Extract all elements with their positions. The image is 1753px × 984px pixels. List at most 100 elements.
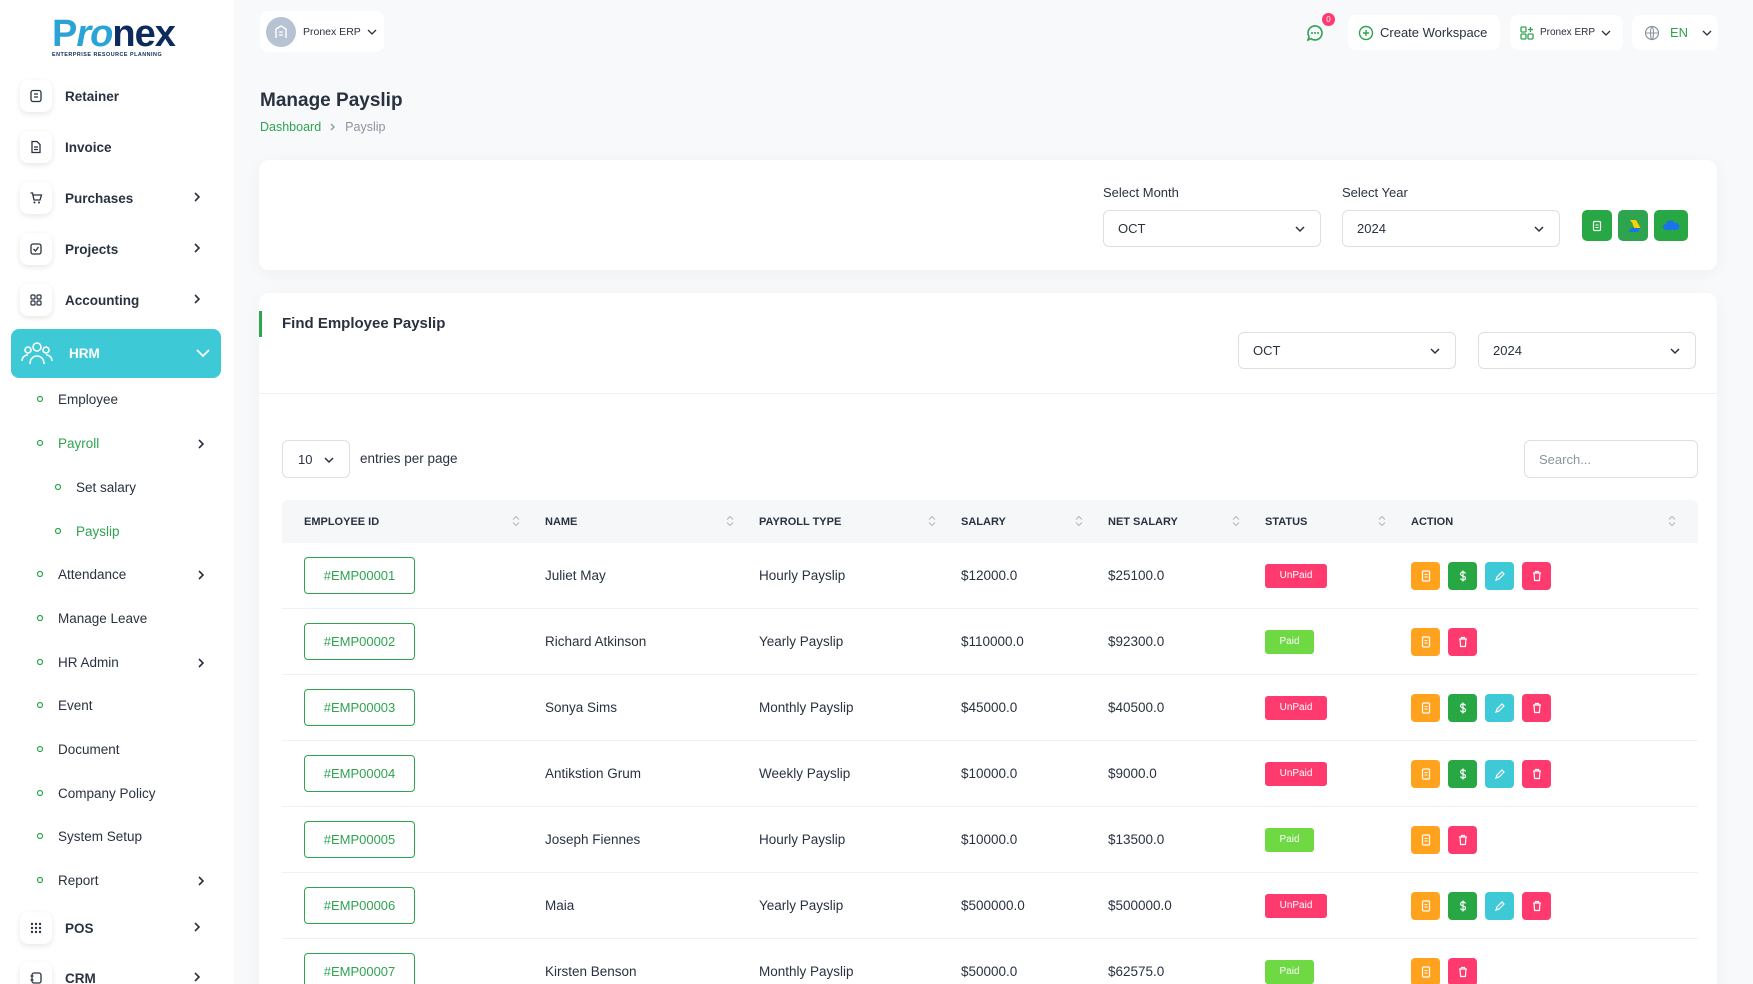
entries-per-page-select[interactable]: 10 bbox=[282, 440, 350, 478]
sidebar-item-purchases[interactable]: Purchases bbox=[20, 178, 216, 218]
sidebar-item-hr-admin[interactable]: HR Admin bbox=[36, 647, 206, 677]
view-payslip-button[interactable] bbox=[1411, 627, 1440, 656]
sidebar-item-set-salary[interactable]: Set salary bbox=[54, 472, 224, 502]
brand-wordmark: Pronex bbox=[52, 13, 176, 55]
col-employee-id[interactable]: EMPLOYEE ID bbox=[304, 500, 379, 543]
salary: $110000.0 bbox=[961, 634, 1024, 649]
delete-button[interactable] bbox=[1522, 891, 1551, 920]
month-select[interactable]: OCT bbox=[1103, 210, 1321, 247]
google-drive-button[interactable] bbox=[1618, 210, 1648, 241]
breadcrumb-dashboard-link[interactable]: Dashboard bbox=[260, 120, 322, 134]
sort-icon bbox=[928, 515, 936, 527]
sidebar-item-payroll[interactable]: Payroll bbox=[36, 428, 206, 458]
delete-button[interactable] bbox=[1522, 759, 1551, 788]
sidebar-item-report[interactable]: Report bbox=[36, 865, 206, 895]
edit-button[interactable] bbox=[1485, 759, 1514, 788]
mark-paid-button[interactable] bbox=[1448, 693, 1477, 722]
brand-tagline: ENTERPRISE RESOURCE PLANNING bbox=[52, 52, 163, 58]
team-icon bbox=[21, 341, 53, 364]
sidebar-item-label: HR Admin bbox=[58, 654, 119, 670]
language-switcher[interactable]: EN bbox=[1632, 15, 1718, 50]
employee-name: Juliet May bbox=[545, 568, 606, 583]
breadcrumb-current: Payslip bbox=[345, 120, 386, 134]
find-month-value: OCT bbox=[1253, 343, 1281, 358]
trash-icon bbox=[1532, 768, 1541, 779]
sidebar-item-accounting[interactable]: Accounting bbox=[20, 280, 216, 320]
sidebar-item-label: Invoice bbox=[65, 139, 112, 155]
sidebar-item-crm[interactable]: CRM bbox=[20, 958, 216, 984]
net-salary: $92300.0 bbox=[1108, 634, 1165, 649]
edit-button[interactable] bbox=[1485, 891, 1514, 920]
chevron-down-icon bbox=[1670, 348, 1680, 355]
sidebar-item-document[interactable]: Document bbox=[36, 734, 206, 764]
salary: $12000.0 bbox=[961, 568, 1018, 583]
export-excel-button[interactable] bbox=[1582, 210, 1612, 241]
sidebar-item-payslip[interactable]: Payslip bbox=[54, 516, 224, 546]
row-actions bbox=[1411, 609, 1485, 674]
employee-id-button[interactable]: #EMP00003 bbox=[304, 689, 415, 726]
employee-id-button[interactable]: #EMP00001 bbox=[304, 557, 415, 594]
status-badge: UnPaid bbox=[1265, 761, 1327, 786]
salary: $10000.0 bbox=[961, 766, 1018, 781]
sidebar-item-event[interactable]: Event bbox=[36, 690, 206, 720]
onedrive-button[interactable] bbox=[1654, 210, 1688, 241]
file-icon bbox=[1421, 899, 1430, 912]
col-net-salary[interactable]: NET SALARY bbox=[1108, 500, 1178, 543]
sidebar-item-system-setup[interactable]: System Setup bbox=[36, 821, 206, 851]
table-row: #EMP00003 Sonya Sims Monthly Payslip $45… bbox=[282, 675, 1698, 741]
view-payslip-button[interactable] bbox=[1411, 561, 1440, 590]
brand-logo[interactable]: Pronex ENTERPRISE RESOURCE PLANNING bbox=[52, 14, 182, 62]
employee-id-button[interactable]: #EMP00002 bbox=[304, 623, 415, 660]
search-input[interactable] bbox=[1524, 440, 1698, 478]
mark-paid-button[interactable] bbox=[1448, 891, 1477, 920]
workspace-switcher[interactable]: Pronex ERP bbox=[1510, 15, 1623, 50]
employee-id-button[interactable]: #EMP00004 bbox=[304, 755, 415, 792]
sidebar-item-manage-leave[interactable]: Manage Leave bbox=[36, 603, 206, 633]
delete-button[interactable] bbox=[1522, 561, 1551, 590]
sidebar-item-company-policy[interactable]: Company Policy bbox=[36, 778, 206, 808]
view-payslip-button[interactable] bbox=[1411, 693, 1440, 722]
sidebar-item-label: Employee bbox=[58, 391, 119, 407]
delete-button[interactable] bbox=[1448, 825, 1477, 854]
sidebar-item-projects[interactable]: Projects bbox=[20, 229, 216, 269]
delete-button[interactable] bbox=[1522, 693, 1551, 722]
sidebar-item-invoice[interactable]: Invoice bbox=[20, 127, 216, 167]
year-select[interactable]: 2024 bbox=[1342, 210, 1560, 247]
view-payslip-button[interactable] bbox=[1411, 759, 1440, 788]
mark-paid-button[interactable] bbox=[1448, 759, 1477, 788]
employee-id-button[interactable]: #EMP00006 bbox=[304, 887, 415, 924]
chevron-down-icon bbox=[1534, 226, 1544, 233]
mark-paid-button[interactable] bbox=[1448, 561, 1477, 590]
sidebar-item-label: Retainer bbox=[65, 88, 120, 104]
create-workspace-button[interactable]: Create Workspace bbox=[1348, 15, 1500, 50]
view-payslip-button[interactable] bbox=[1411, 891, 1440, 920]
employee-id-button[interactable]: #EMP00007 bbox=[304, 953, 415, 984]
sidebar-item-attendance[interactable]: Attendance bbox=[36, 559, 206, 589]
view-payslip-button[interactable] bbox=[1411, 825, 1440, 854]
sidebar-item-pos[interactable]: POS bbox=[20, 908, 216, 948]
delete-button[interactable] bbox=[1448, 627, 1477, 656]
bullet-icon bbox=[36, 832, 44, 840]
delete-button[interactable] bbox=[1448, 957, 1477, 984]
sidebar-item-label: Payslip bbox=[76, 523, 120, 539]
col-payroll-type[interactable]: PAYROLL TYPE bbox=[759, 500, 841, 543]
edit-button[interactable] bbox=[1485, 561, 1514, 590]
chevron-down-icon bbox=[1601, 30, 1611, 36]
notifications-button[interactable]: 0 bbox=[1304, 13, 1336, 50]
sidebar-item-hrm[interactable]: HRM bbox=[11, 329, 221, 378]
table-row: #EMP00007 Kirsten Benson Monthly Payslip… bbox=[282, 939, 1698, 984]
sidebar-item-retainer[interactable]: Retainer bbox=[20, 76, 216, 116]
sidebar-item-employee[interactable]: Employee bbox=[36, 384, 206, 414]
org-switcher[interactable]: Pronex ERP bbox=[260, 11, 384, 52]
edit-button[interactable] bbox=[1485, 693, 1514, 722]
col-name[interactable]: NAME bbox=[545, 500, 577, 543]
dollar-icon bbox=[1459, 570, 1466, 581]
col-status[interactable]: STATUS bbox=[1265, 500, 1307, 543]
find-month-select[interactable]: OCT bbox=[1238, 332, 1456, 369]
view-payslip-button[interactable] bbox=[1411, 957, 1440, 984]
col-salary[interactable]: SALARY bbox=[961, 500, 1006, 543]
find-year-select[interactable]: 2024 bbox=[1478, 332, 1696, 369]
employee-id-button[interactable]: #EMP00005 bbox=[304, 821, 415, 858]
file-icon bbox=[1421, 965, 1430, 978]
sidebar-item-label: Projects bbox=[65, 241, 119, 257]
